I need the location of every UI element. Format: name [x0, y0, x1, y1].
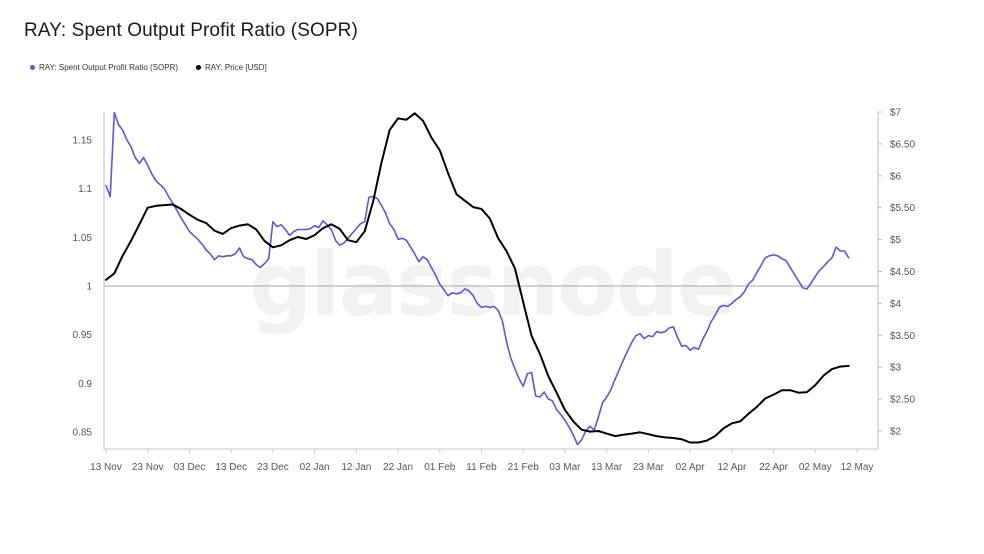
x-tick-label: 23 Dec [257, 462, 289, 473]
watermark: glassnode [249, 233, 734, 336]
y-left-tick-label: 1 [86, 282, 92, 293]
x-tick-label: 21 Feb [508, 462, 540, 473]
x-tick-label: 13 Dec [215, 462, 247, 473]
price-series-line [105, 112, 850, 444]
x-tick-label: 12 Jan [341, 462, 371, 473]
x-tick-label: 12 May [841, 462, 874, 473]
y-right-tick-label: $2 [890, 427, 902, 438]
y-left-tick-label: 1.05 [73, 233, 93, 244]
chart-series [105, 111, 850, 446]
legend-item-sopr[interactable]: RAY: Spent Output Profit Ratio (SOPR) [30, 63, 178, 72]
y-right-tick-label: $6.50 [890, 139, 915, 150]
chart-axes: 0.85 0.9 0.95 1 1.05 1.1 1.15 $2 $2.50 $3 $3.50 $4 $… [73, 108, 916, 474]
y-left-tick-label: 0.85 [73, 428, 93, 439]
x-tick-label: 22 Apr [759, 462, 789, 473]
y-right-tick-label: $4.50 [890, 267, 915, 278]
x-tick-label: 03 Dec [174, 462, 206, 473]
x-tick-label: 11 Feb [466, 462, 497, 473]
x-tick-label: 22 Jan [383, 462, 413, 473]
legend-label-price: RAY: Price [USD] [205, 63, 267, 72]
x-tick-label: 13 Mar [591, 462, 623, 473]
y-right-tick-label: $5.50 [890, 203, 915, 214]
legend-swatch-sopr [30, 65, 35, 70]
y-right-tick-label: $6 [890, 171, 902, 182]
x-tick-label: 02 Apr [676, 462, 706, 473]
y-left-tick-label: 1.1 [78, 184, 92, 195]
legend-item-price[interactable]: RAY: Price [USD] [196, 63, 267, 72]
chart-title: RAY: Spent Output Profit Ratio (SOPR) [24, 20, 358, 41]
x-tick-label: 01 Feb [424, 462, 456, 473]
x-tick-label: 02 May [799, 462, 832, 473]
y-right-tick-label: $3.50 [890, 331, 915, 342]
y-right-tick-label: $7 [890, 108, 902, 119]
x-tick-label: 02 Jan [300, 462, 330, 473]
x-tick-label: 23 Nov [132, 462, 164, 473]
y-left-tick-label: 0.95 [73, 330, 93, 341]
legend-label-sopr: RAY: Spent Output Profit Ratio (SOPR) [39, 63, 179, 72]
sopr-series-line [105, 111, 850, 446]
x-tick-label: 03 Mar [549, 462, 581, 473]
y-left-tick-label: 1.15 [73, 136, 93, 147]
legend-swatch-price [196, 65, 202, 70]
y-right-tick-label: $4 [890, 299, 902, 310]
x-tick-label: 23 Mar [633, 462, 665, 473]
legend: RAY: Spent Output Profit Ratio (SOPR) RA… [30, 63, 267, 72]
y-right-tick-label: $5 [890, 235, 902, 246]
y-left-tick-label: 0.9 [78, 379, 92, 390]
x-tick-label: 13 Nov [90, 462, 122, 473]
y-right-tick-label: $3 [890, 363, 902, 374]
x-tick-label: 12 Apr [717, 462, 747, 473]
y-right-tick-label: $2.50 [890, 395, 915, 406]
